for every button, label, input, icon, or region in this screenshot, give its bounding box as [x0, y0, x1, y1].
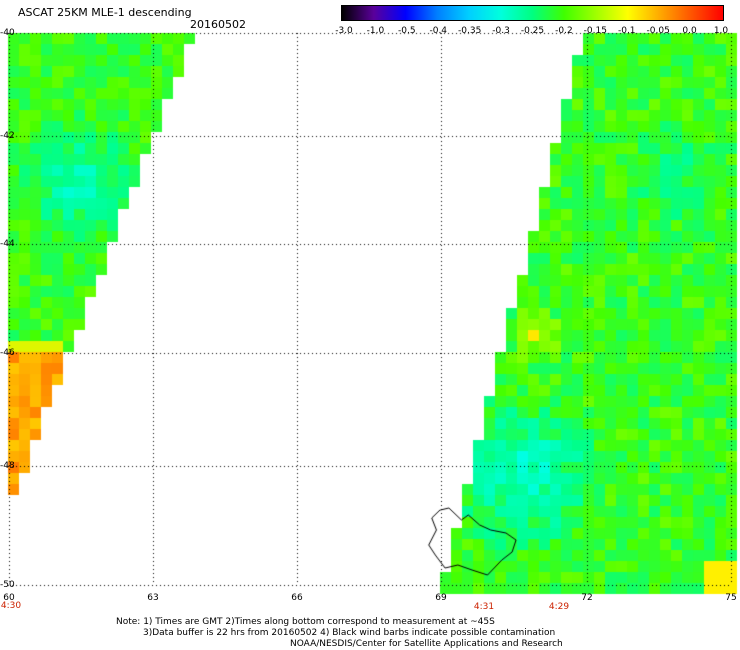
lat-label: -48	[0, 461, 15, 471]
lat-label: -46	[0, 348, 15, 358]
time-label: 4:29	[548, 602, 570, 612]
lat-label: -50	[0, 580, 15, 590]
colorbar-tick-label: -0.1	[617, 26, 636, 36]
product-date: 20160502	[190, 18, 246, 31]
lon-label: 60	[3, 593, 15, 603]
lon-label: 69	[435, 593, 447, 603]
lat-label: -42	[0, 131, 15, 141]
time-label: 4:30	[0, 601, 22, 611]
lon-label: 72	[581, 593, 593, 603]
colorbar-tick-label: -0.05	[646, 26, 670, 36]
colorbar-tick-label: 0.0	[682, 26, 697, 36]
lat-label: -40	[0, 28, 15, 38]
colorbar-tick-label: -0.25	[520, 26, 545, 36]
lon-label: 63	[147, 593, 159, 603]
colorbar-tick-label: -0.35	[458, 26, 482, 36]
colorbar	[341, 5, 724, 21]
lat-label: -44	[0, 239, 15, 249]
note-line-1: Note: 1) Times are GMT 2)Times along bot…	[116, 617, 495, 627]
note-line-2: 3)Data buffer is 22 hrs from 20160502 4)…	[143, 628, 556, 638]
colorbar-tick-label: -3.0	[335, 26, 353, 36]
colorbar-tick-label: -0.4	[429, 26, 448, 36]
note-line-3: NOAA/NESDIS/Center for Satellite Applica…	[290, 639, 563, 649]
colorbar-tick-label: -0.5	[398, 26, 416, 36]
lon-label: 66	[291, 593, 303, 603]
colorbar-tick-label: 1.0	[713, 26, 729, 36]
lon-label: 75	[725, 593, 737, 603]
time-label: 4:31	[473, 602, 495, 612]
colorbar-tick-label: -0.2	[555, 26, 573, 36]
product-title: ASCAT 25KM MLE-1 descending	[18, 6, 192, 19]
colorbar-tick-label: -0.15	[583, 26, 607, 36]
colorbar-tick-label: -0.3	[492, 26, 510, 36]
colorbar-tick-label: -1.0	[366, 26, 385, 36]
colorbar-gradient	[341, 5, 724, 21]
